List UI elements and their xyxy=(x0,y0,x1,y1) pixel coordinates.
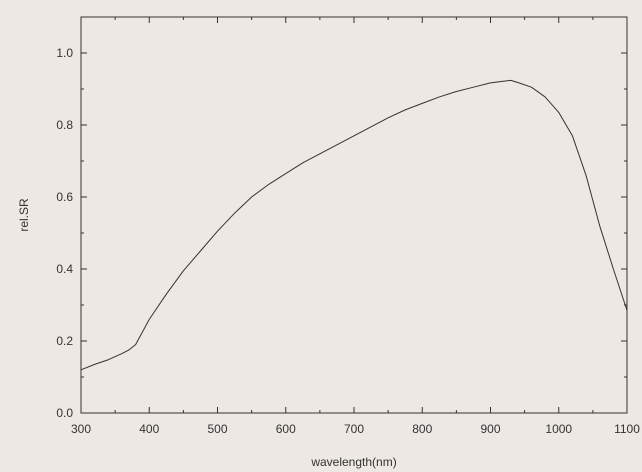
x-tick-label: 1000 xyxy=(545,422,572,436)
x-axis-label: wavelength(nm) xyxy=(310,455,396,469)
series-line xyxy=(80,79,628,371)
plot-frame xyxy=(80,16,628,414)
x-tick-label: 700 xyxy=(344,422,364,436)
y-tick-label: 0.4 xyxy=(56,262,73,276)
x-tick-label: 1100 xyxy=(614,422,640,436)
x-tick-label: 800 xyxy=(412,422,432,436)
y-tick-label: 0.6 xyxy=(56,190,73,204)
y-tick-label: 1.0 xyxy=(56,46,73,60)
y-tick-label: 0.2 xyxy=(56,334,73,348)
y-tick-label: 0.8 xyxy=(56,118,73,132)
plot-area: 300 400 500 600 700 800 900 1000 1100 0.0 0.2 0.4 0.… xyxy=(56,16,640,436)
y-tick-label: 0.0 xyxy=(56,406,73,420)
x-tick-label: 600 xyxy=(276,422,296,436)
x-tick-label: 400 xyxy=(139,422,159,436)
y-axis-label: rel.SR xyxy=(17,198,31,232)
x-tick-label: 300 xyxy=(71,422,91,436)
x-tick-label: 500 xyxy=(207,422,227,436)
x-tick-label: 900 xyxy=(480,422,500,436)
